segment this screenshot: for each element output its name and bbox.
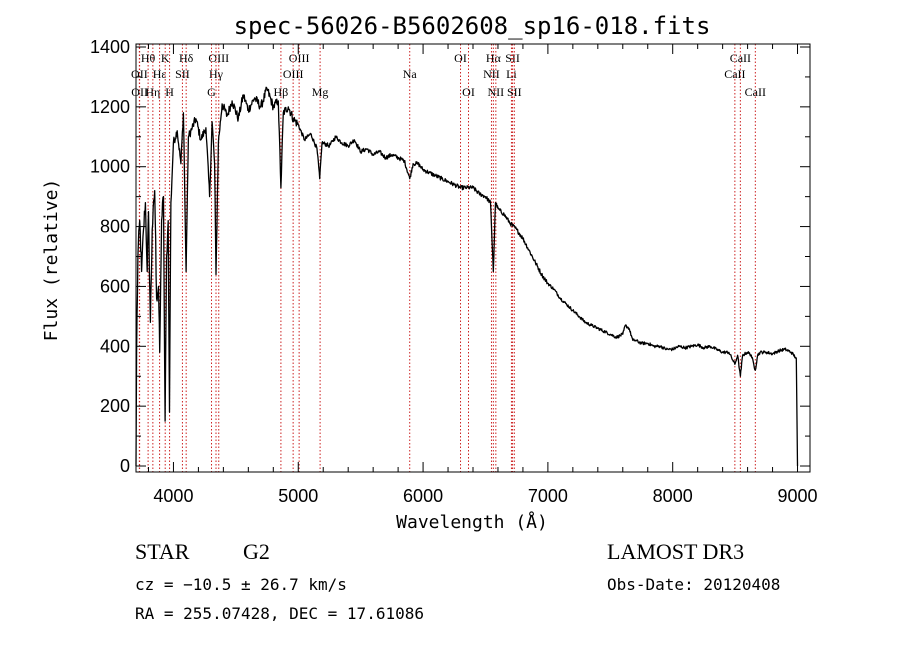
coordinates: RA = 255.07428, DEC = 17.61086 [135,604,424,623]
x-tick-label-3: 7000 [528,486,568,506]
y-tick-label-4: 800 [100,217,130,237]
marker-label-18: OI [462,85,475,99]
marker-label-0: Hθ [141,51,156,65]
marker-label-12: Hβ [274,85,289,99]
obs-date: Obs-Date: 20120408 [607,575,780,594]
marker-label-16: Na [403,67,418,81]
x-axis-label: Wavelength (Å) [396,511,548,533]
marker-label-3: Hη [145,85,160,99]
marker-label-14: OIII [283,67,304,81]
x-tick-label-5: 9000 [777,486,817,506]
chart-title: spec-56026-B5602608_sp16-018.fits [234,12,711,40]
object-class: STAR [135,539,190,564]
marker-label-2: OII [131,85,148,99]
marker-label-6: H [165,85,174,99]
spectral-subclass: G2 [243,539,270,564]
x-tick-label-2: 6000 [403,486,443,506]
marker-label-17: OI [454,51,467,65]
axes-layer: 4000 5000 6000 7000 8000 9000 0 200 400 600 800 100… [90,37,818,506]
survey-name: LAMOST DR3 [607,539,744,564]
marker-label-8: Hδ [179,51,194,65]
marker-label-25: CaII [730,51,751,65]
marker-label-11: G [207,85,216,99]
marker-label-1: OII [131,67,148,81]
marker-label-27: CaII [745,85,766,99]
y-tick-label-2: 400 [100,336,130,356]
redshift-readout: cz = −10.5 ± 26.7 km/s [135,575,347,594]
y-tick-label-1: 200 [100,396,130,416]
marker-label-22: SII [505,51,520,65]
y-tick-label-3: 600 [100,276,130,296]
y-tick-label-6: 1200 [90,97,130,117]
spectrum-line [135,86,799,467]
y-tick-label-0: 0 [120,456,130,476]
x-tick-label-4: 8000 [653,486,693,506]
y-tick-label-7: 1400 [90,37,130,57]
marker-label-19: Hα [486,51,502,65]
marker-label-5: K [161,51,170,65]
spectrum-layer [135,86,799,467]
marker-label-24: SII [507,85,522,99]
marker-label-9: OIII [208,51,229,65]
y-axis-label: Flux (relative) [41,179,62,342]
marker-label-4: Hε [153,67,167,81]
marker-label-20: NII [483,67,500,81]
y-tick-label-5: 1000 [90,157,130,177]
x-tick-label-0: 4000 [153,486,193,506]
x-tick-label-1: 5000 [278,486,318,506]
marker-label-15: Mg [312,85,329,99]
marker-label-26: CaII [724,67,745,81]
marker-label-10: Hγ [209,67,224,81]
marker-label-21: NII [488,85,505,99]
plot-frame [135,43,811,473]
marker-label-13: OIII [289,51,310,65]
marker-label-23: Li [506,67,517,81]
marker-label-7: SII [175,67,190,81]
